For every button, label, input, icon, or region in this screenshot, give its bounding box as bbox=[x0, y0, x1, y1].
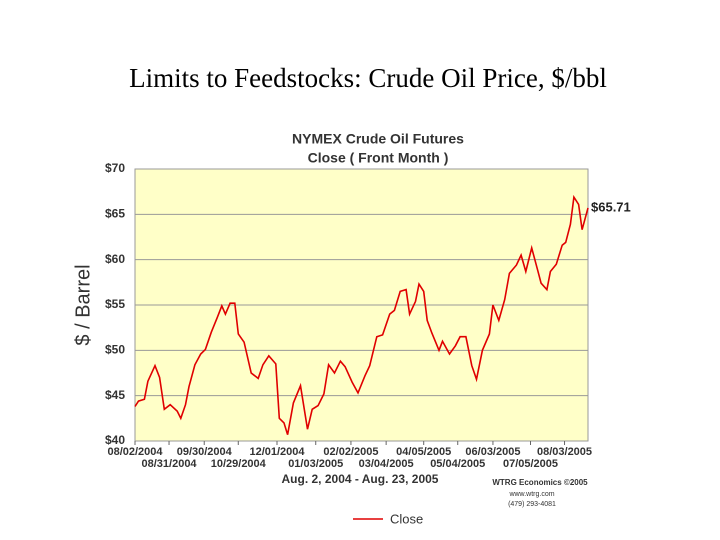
y-tick-label: $60 bbox=[105, 252, 125, 266]
credit: (479) 293-4081 bbox=[508, 501, 556, 508]
y-tick-label: $70 bbox=[105, 161, 125, 175]
x-tick-label: 03/04/2005 bbox=[359, 458, 414, 470]
y-tick-label: $40 bbox=[105, 433, 125, 447]
x-tick-label: 08/03/2005 bbox=[537, 446, 592, 458]
x-tick-label: 09/30/2004 bbox=[177, 446, 233, 458]
x-tick-label: 02/02/2005 bbox=[323, 446, 378, 458]
x-axis-label: Aug. 2, 2004 - Aug. 23, 2005 bbox=[282, 472, 439, 486]
legend-label: Close bbox=[390, 511, 423, 526]
last-value-label: $65.71 bbox=[591, 199, 631, 214]
x-tick-label: 05/04/2005 bbox=[430, 458, 485, 470]
x-tick-label: 06/03/2005 bbox=[465, 446, 520, 458]
y-tick-label: $55 bbox=[105, 297, 125, 311]
y-tick-label: $50 bbox=[105, 343, 125, 357]
x-tick-label: 12/01/2004 bbox=[249, 446, 305, 458]
credit: WTRG Economics ©2005 bbox=[492, 478, 588, 487]
credit: www.wtrg.com bbox=[508, 491, 554, 498]
chart-title: NYMEX Crude Oil Futures bbox=[292, 131, 464, 147]
x-tick-label: 08/31/2004 bbox=[142, 458, 198, 470]
chart-subtitle: Close ( Front Month ) bbox=[308, 150, 449, 166]
x-tick-label: 08/02/2004 bbox=[107, 446, 163, 458]
y-tick-label: $65 bbox=[105, 207, 125, 221]
price-line bbox=[134, 194, 589, 435]
x-tick-label: 04/05/2005 bbox=[396, 446, 451, 458]
y-tick-label: $45 bbox=[105, 388, 125, 402]
x-tick-label: 10/29/2004 bbox=[211, 458, 267, 470]
y-axis-label: $ / Barrel bbox=[72, 264, 94, 345]
x-tick-label: 01/03/2005 bbox=[288, 458, 343, 470]
slide-title: Limits to Feedstocks: Crude Oil Price, $… bbox=[129, 63, 607, 93]
x-tick-label: 07/05/2005 bbox=[503, 458, 558, 470]
